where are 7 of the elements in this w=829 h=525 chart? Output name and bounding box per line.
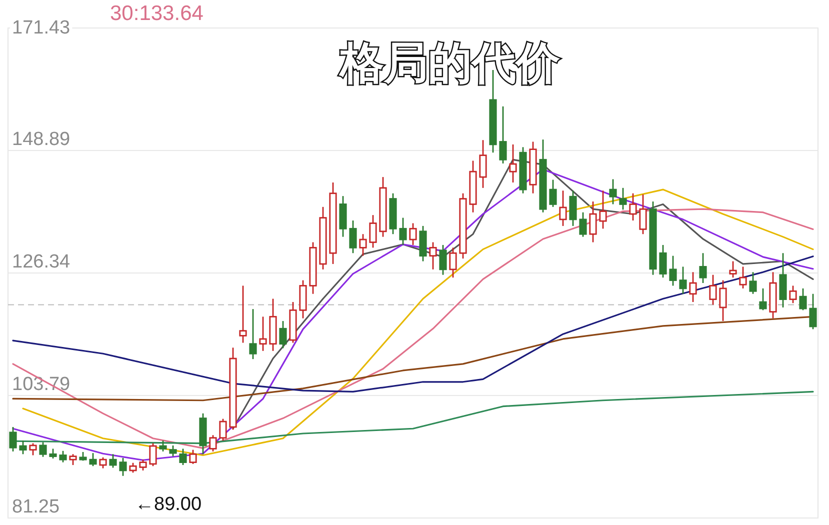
- y-tick-label: 126.34: [12, 252, 71, 272]
- y-tick-label: 171.43: [12, 18, 70, 38]
- chart-title: 格局的代价: [338, 39, 561, 88]
- annotation: ←89.00: [135, 494, 202, 515]
- y-tick-label: 81.25: [12, 496, 60, 518]
- y-tick-label: 148.89: [12, 128, 70, 150]
- text: 30:133.64: [110, 2, 204, 25]
